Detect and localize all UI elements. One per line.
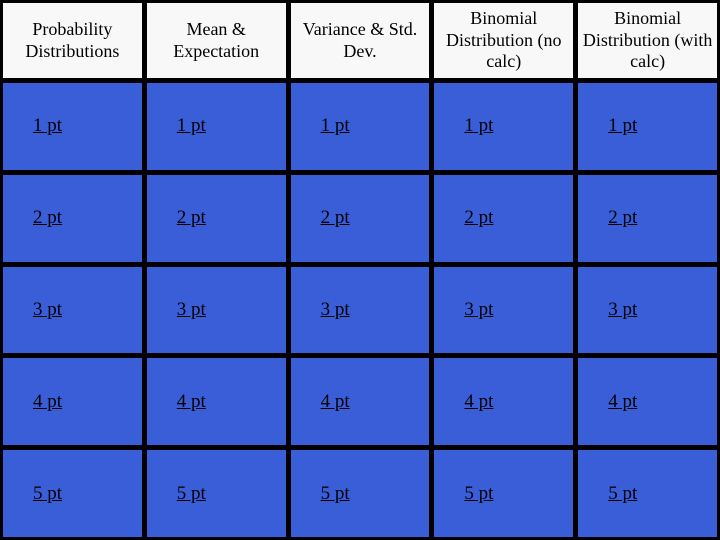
point-cell-5pt[interactable]: 5 pt (433, 449, 574, 538)
point-cell-4pt[interactable]: 4 pt (290, 357, 431, 446)
point-cell-4pt[interactable]: 4 pt (577, 357, 718, 446)
point-cell-1pt[interactable]: 1 pt (433, 82, 574, 171)
point-cell-4pt[interactable]: 4 pt (146, 357, 287, 446)
category-header: Variance & Std. Dev. (290, 2, 431, 79)
point-cell-5pt[interactable]: 5 pt (577, 449, 718, 538)
point-cell-2pt[interactable]: 2 pt (577, 174, 718, 263)
point-cell-1pt[interactable]: 1 pt (2, 82, 143, 171)
point-cell-1pt[interactable]: 1 pt (290, 82, 431, 171)
point-cell-3pt[interactable]: 3 pt (290, 266, 431, 355)
point-cell-4pt[interactable]: 4 pt (2, 357, 143, 446)
category-header: Mean & Expectation (146, 2, 287, 79)
point-cell-1pt[interactable]: 1 pt (577, 82, 718, 171)
point-cell-4pt[interactable]: 4 pt (433, 357, 574, 446)
point-cell-2pt[interactable]: 2 pt (146, 174, 287, 263)
point-cell-5pt[interactable]: 5 pt (290, 449, 431, 538)
point-cell-2pt[interactable]: 2 pt (433, 174, 574, 263)
point-cell-3pt[interactable]: 3 pt (146, 266, 287, 355)
category-header: Probability Distributions (2, 2, 143, 79)
jeopardy-board: Probability Distributions Mean & Expecta… (0, 0, 720, 540)
point-cell-3pt[interactable]: 3 pt (433, 266, 574, 355)
point-cell-3pt[interactable]: 3 pt (2, 266, 143, 355)
point-cell-5pt[interactable]: 5 pt (146, 449, 287, 538)
point-cell-3pt[interactable]: 3 pt (577, 266, 718, 355)
category-header: Binomial Distribution (no calc) (433, 2, 574, 79)
point-cell-5pt[interactable]: 5 pt (2, 449, 143, 538)
point-cell-2pt[interactable]: 2 pt (290, 174, 431, 263)
point-cell-1pt[interactable]: 1 pt (146, 82, 287, 171)
point-cell-2pt[interactable]: 2 pt (2, 174, 143, 263)
category-header: Binomial Distribution (with calc) (577, 2, 718, 79)
